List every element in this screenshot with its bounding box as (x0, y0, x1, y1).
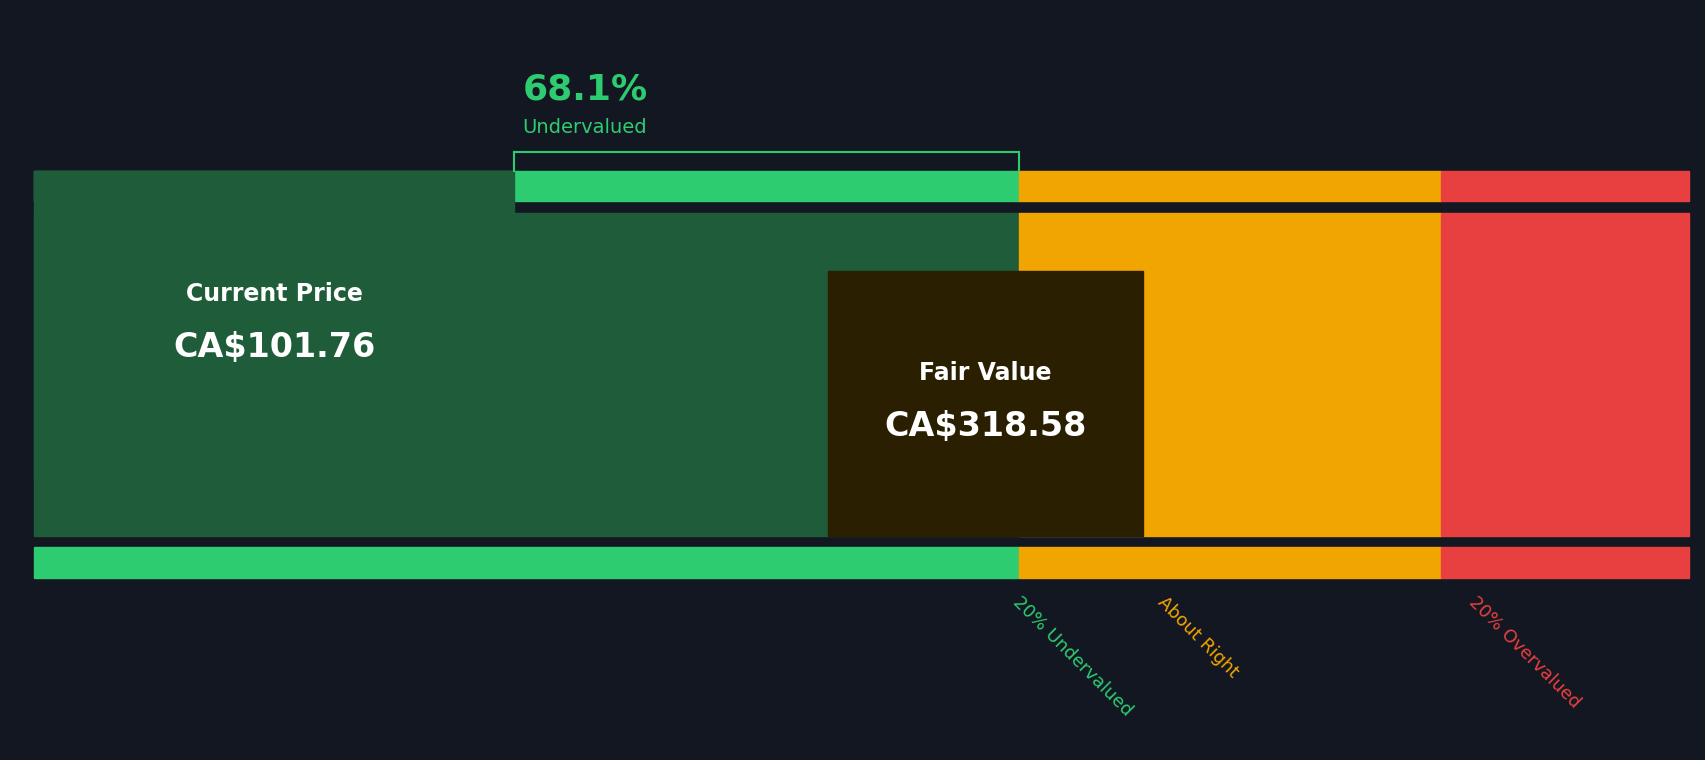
Bar (34, 213, 1018, 536)
Bar (34, 547, 1018, 578)
Bar (1018, 213, 1439, 536)
Text: 20% Undervalued: 20% Undervalued (1009, 593, 1136, 720)
Text: 68.1%: 68.1% (522, 72, 648, 106)
Bar (34, 171, 1018, 201)
Text: About Right: About Right (1153, 593, 1241, 681)
Text: CA$318.58: CA$318.58 (883, 410, 1086, 442)
Bar (34, 171, 513, 478)
Bar (1439, 547, 1688, 578)
Bar (1018, 547, 1439, 578)
Text: Undervalued: Undervalued (522, 118, 646, 137)
Text: CA$101.76: CA$101.76 (172, 331, 375, 363)
Bar (1439, 171, 1688, 201)
Bar (829, 271, 1142, 536)
Text: 20% Overvalued: 20% Overvalued (1465, 593, 1582, 711)
Text: Current Price: Current Price (186, 282, 361, 306)
Bar (1439, 213, 1688, 536)
Bar (1018, 171, 1439, 201)
Text: Fair Value: Fair Value (919, 361, 1052, 385)
